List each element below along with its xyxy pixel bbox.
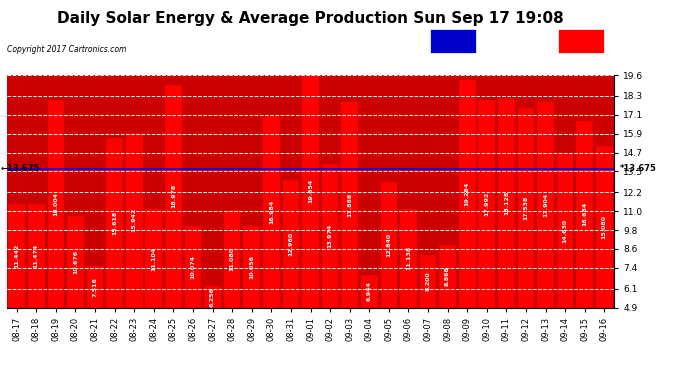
- Text: Copyright 2017 Cartronics.com: Copyright 2017 Cartronics.com: [7, 45, 126, 54]
- Bar: [185, 226, 201, 308]
- Text: 12.960: 12.960: [288, 232, 293, 256]
- Bar: [106, 138, 123, 308]
- Bar: [8, 204, 25, 308]
- Text: 18.004: 18.004: [53, 192, 59, 216]
- Text: Daily Solar Energy & Average Production Sun Sep 17 19:08: Daily Solar Energy & Average Production …: [57, 11, 564, 26]
- Bar: [283, 180, 299, 308]
- Bar: [538, 102, 554, 308]
- Text: 14.630: 14.630: [562, 219, 568, 243]
- Bar: [576, 121, 593, 308]
- Bar: [48, 100, 64, 308]
- Bar: [342, 102, 358, 308]
- Text: 15.618: 15.618: [112, 211, 117, 235]
- Bar: [263, 116, 279, 308]
- Bar: [596, 147, 613, 308]
- Text: 6.944: 6.944: [367, 281, 372, 301]
- Text: 19.284: 19.284: [464, 182, 470, 206]
- Text: 6.256: 6.256: [210, 287, 215, 307]
- Text: 19.654: 19.654: [308, 179, 313, 203]
- Text: 17.992: 17.992: [484, 192, 489, 216]
- Bar: [67, 216, 83, 308]
- Bar: [146, 209, 162, 308]
- Text: 8.200: 8.200: [426, 272, 431, 291]
- Text: 7.516: 7.516: [92, 277, 97, 297]
- Text: Daily  (kWh): Daily (kWh): [609, 37, 667, 46]
- Text: 13.974: 13.974: [328, 224, 333, 248]
- Text: 17.904: 17.904: [543, 193, 548, 217]
- Text: 16.684: 16.684: [582, 202, 587, 226]
- Text: 11.474: 11.474: [34, 243, 39, 268]
- Text: 8.868: 8.868: [445, 266, 450, 286]
- Bar: [87, 266, 104, 308]
- Text: ←13.675: ←13.675: [1, 164, 41, 173]
- Bar: [440, 245, 456, 308]
- Bar: [459, 80, 475, 308]
- Text: 16.984: 16.984: [269, 200, 274, 224]
- Bar: [498, 98, 515, 308]
- Text: 15.080: 15.080: [602, 215, 607, 239]
- Bar: [165, 85, 181, 308]
- Bar: [431, 30, 476, 53]
- Text: *13.675: *13.675: [620, 164, 657, 173]
- Text: 17.538: 17.538: [524, 195, 529, 220]
- Bar: [420, 255, 436, 308]
- Text: 15.942: 15.942: [132, 208, 137, 232]
- Text: 10.074: 10.074: [190, 255, 195, 279]
- Text: 12.840: 12.840: [386, 232, 391, 257]
- Text: 10.056: 10.056: [249, 255, 254, 279]
- Text: 17.868: 17.868: [347, 193, 352, 217]
- Bar: [557, 154, 573, 308]
- Text: 11.104: 11.104: [151, 246, 157, 270]
- Bar: [400, 209, 417, 308]
- Bar: [126, 133, 143, 308]
- Bar: [224, 210, 241, 308]
- Bar: [558, 30, 604, 53]
- Bar: [302, 74, 319, 307]
- Text: 11.442: 11.442: [14, 244, 19, 268]
- Text: 18.128: 18.128: [504, 191, 509, 215]
- Bar: [361, 275, 377, 308]
- Bar: [28, 204, 45, 308]
- Text: 18.978: 18.978: [171, 184, 176, 208]
- Text: 10.676: 10.676: [73, 250, 78, 274]
- Bar: [478, 100, 495, 308]
- Bar: [204, 286, 221, 308]
- Bar: [518, 108, 534, 307]
- Bar: [380, 182, 397, 308]
- Text: 11.080: 11.080: [230, 247, 235, 271]
- Bar: [244, 226, 260, 308]
- Bar: [322, 164, 338, 308]
- Text: Average (kWh): Average (kWh): [482, 37, 552, 46]
- Text: 11.138: 11.138: [406, 246, 411, 270]
